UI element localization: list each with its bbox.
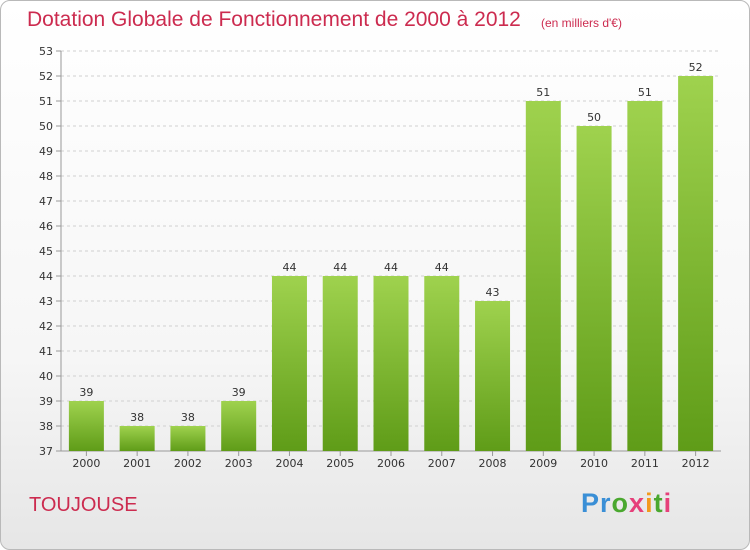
data-label-2005: 44	[333, 261, 347, 274]
x-tick-label-2001: 2001	[123, 457, 151, 470]
x-tick-label-2002: 2002	[174, 457, 202, 470]
y-axis-ticks: 37 38 39 40 41 42 43 44 45 46 47 48 49 50 51 52 53	[39, 45, 61, 458]
y-tick-label: 40	[39, 370, 53, 383]
bar-2006	[373, 276, 409, 451]
y-tick-label: 48	[39, 170, 53, 183]
x-tick-label-2003: 2003	[225, 457, 253, 470]
data-label-2008: 43	[486, 286, 500, 299]
data-label-2010: 50	[587, 111, 601, 124]
bar-2009	[525, 101, 561, 451]
x-tick-label-2011: 2011	[631, 457, 659, 470]
y-tick-label: 50	[39, 120, 53, 133]
data-label-2011: 51	[638, 86, 652, 99]
data-label-2000: 39	[79, 386, 93, 399]
data-label-2001: 38	[130, 411, 144, 424]
bar-2003	[221, 401, 257, 451]
y-tick-label: 42	[39, 320, 53, 333]
data-label-2007: 44	[435, 261, 449, 274]
data-label-2002: 38	[181, 411, 195, 424]
x-tick-label-2006: 2006	[377, 457, 405, 470]
data-label-2004: 44	[282, 261, 296, 274]
bar-2010	[576, 126, 612, 451]
y-tick-label: 38	[39, 420, 53, 433]
bar-2011	[627, 101, 663, 451]
y-tick-label: 39	[39, 395, 53, 408]
x-tick-label-2008: 2008	[479, 457, 507, 470]
y-tick-label: 52	[39, 70, 53, 83]
x-tick-label-2009: 2009	[529, 457, 557, 470]
y-tick-label: 46	[39, 220, 53, 233]
y-tick-label: 41	[39, 345, 53, 358]
y-tick-label: 37	[39, 445, 53, 458]
x-axis-ticks: 2000 2001 2002 2003 2004 2005 2006 2007 2008 2009…	[72, 451, 710, 470]
proxiti-logo: Proxiti	[581, 488, 673, 518]
data-label-2003: 39	[232, 386, 246, 399]
x-tick-label-2005: 2005	[326, 457, 354, 470]
chart-unit-subtitle: (en milliers d'€)	[541, 16, 622, 30]
x-tick-label-2004: 2004	[275, 457, 303, 470]
y-tick-label: 53	[39, 45, 53, 58]
data-label-2006: 44	[384, 261, 398, 274]
y-tick-label: 43	[39, 295, 53, 308]
y-tick-label: 49	[39, 145, 53, 158]
data-label-2012: 52	[689, 61, 703, 74]
y-tick-label: 44	[39, 270, 53, 283]
x-tick-label-2000: 2000	[72, 457, 100, 470]
bar-2007	[424, 276, 460, 451]
bar-2004	[271, 276, 307, 451]
chart-title: Dotation Globale de Fonctionnement de 20…	[27, 8, 521, 31]
bar-2012	[678, 76, 714, 451]
y-tick-label: 47	[39, 195, 53, 208]
y-tick-label: 45	[39, 245, 53, 258]
bars	[68, 76, 714, 451]
bar-2008	[475, 301, 511, 451]
bar-2005	[322, 276, 358, 451]
x-tick-label-2007: 2007	[428, 457, 456, 470]
data-labels: 39 38 38 39 44 44 44 44 43 51 50 51 52	[79, 61, 702, 424]
y-tick-label: 51	[39, 95, 53, 108]
x-tick-label-2010: 2010	[580, 457, 608, 470]
bar-2001	[119, 426, 155, 451]
commune-name: TOUJOUSE	[29, 494, 138, 516]
bar-2002	[170, 426, 206, 451]
bar-2000	[68, 401, 104, 451]
data-label-2009: 51	[536, 86, 550, 99]
x-tick-label-2012: 2012	[682, 457, 710, 470]
